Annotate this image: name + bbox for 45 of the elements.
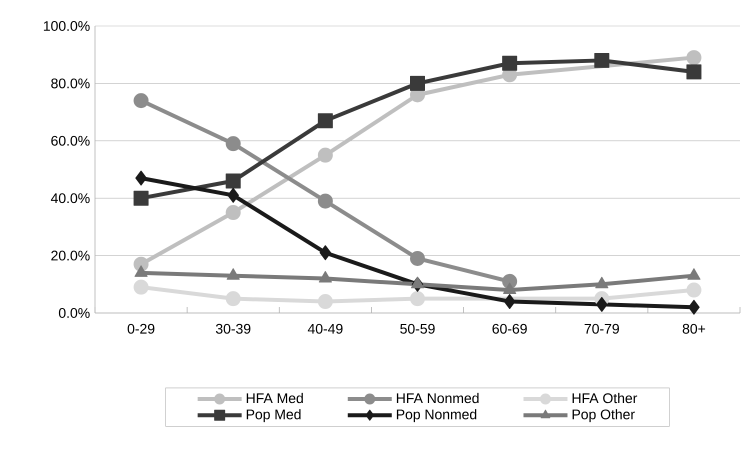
x-tick-label: 60-69 (492, 324, 527, 334)
legend-label: HFA Med (246, 392, 303, 404)
x-tick-label: 40-49 (308, 324, 343, 334)
legend-label: Pop Nonmed (396, 409, 476, 422)
point (686, 282, 702, 298)
point (134, 190, 149, 206)
legend-label: HFA Other (572, 392, 638, 404)
point (688, 300, 700, 315)
legend-label: Pop Med (246, 409, 301, 422)
point (226, 136, 241, 152)
y-tick-label: 40.0% (50, 193, 90, 204)
y-tick-label: 60.0% (51, 136, 90, 146)
point (226, 173, 241, 188)
point (318, 194, 333, 209)
point (227, 188, 239, 203)
point (226, 205, 241, 220)
point (594, 52, 610, 68)
point (410, 291, 426, 306)
y-tick-label: 100.0% (44, 21, 90, 31)
x-tick-label: 50-59 (400, 324, 435, 334)
point (410, 250, 426, 266)
point (134, 93, 149, 108)
x-tick-label: 80+ (682, 324, 706, 334)
point (226, 291, 241, 306)
y-tick-label: 80.0% (51, 78, 90, 88)
point (410, 76, 426, 91)
point (504, 294, 516, 310)
point (503, 282, 516, 294)
x-tick-label: 0-29 (128, 324, 154, 334)
point (686, 64, 702, 80)
point (502, 56, 518, 71)
legend-label: HFA Nonmed (396, 392, 479, 404)
point (318, 294, 333, 310)
legend-label: Pop Other (572, 409, 635, 422)
point (320, 245, 332, 260)
point (134, 280, 149, 295)
x-tick-label: 70-79 (584, 324, 619, 334)
point (318, 113, 333, 128)
y-tick-label: 20.0% (51, 250, 90, 261)
point (596, 296, 608, 312)
point (318, 148, 333, 163)
x-tick-label: 30-39 (216, 324, 250, 334)
point (686, 50, 702, 66)
y-tick-label: 0.0% (58, 308, 90, 318)
point (135, 170, 147, 186)
